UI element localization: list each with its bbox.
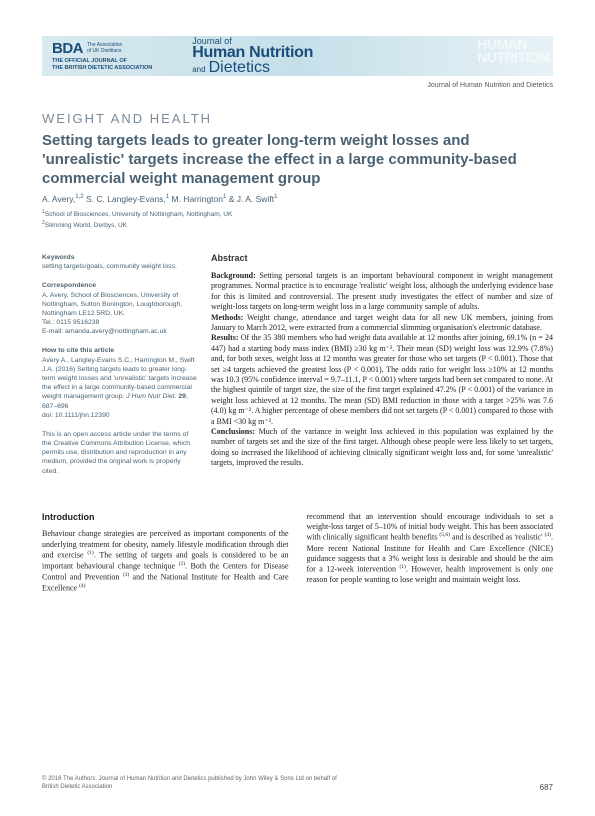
bda-subtitle: The Associationof UK Dietitians: [87, 43, 122, 54]
bda-block: BDA The Associationof UK Dietitians THE …: [52, 41, 152, 70]
keywords-head: Keywords: [42, 253, 197, 262]
cite: Avery A., Langley-Evans S.C., Harrington…: [42, 356, 197, 420]
open-access-note: This is an open access article under the…: [42, 430, 197, 476]
running-head: Journal of Human Nutrition and Dietetics: [42, 82, 553, 89]
intro-text-left: Behaviour change strategies are perceive…: [42, 529, 289, 594]
page-number: 687: [540, 783, 553, 792]
journal-title-graphic: Journal of Human Nutrition andDietetics: [192, 37, 313, 76]
abstract-block: Abstract Background: Setting personal ta…: [211, 253, 553, 486]
bda-tagline: THE OFFICIAL JOURNAL OFTHE BRITISH DIETE…: [52, 58, 152, 70]
copyright: © 2016 The Authors. Journal of Human Nut…: [42, 776, 337, 792]
banner-watermark: HUMANNUTRITION: [477, 38, 549, 63]
page-footer: © 2016 The Authors. Journal of Human Nut…: [42, 776, 553, 792]
authors: A. Avery,1,2 S. C. Langley-Evans,1 M. Ha…: [42, 194, 553, 204]
intro-col-left: Introduction Behaviour change strategies…: [42, 512, 289, 595]
section-label: WEIGHT AND HEALTH: [42, 111, 553, 126]
article-title: Setting targets leads to greater long-te…: [42, 132, 553, 188]
introduction-head: Introduction: [42, 512, 289, 524]
abstract-head: Abstract: [211, 253, 553, 263]
sidebar: Keywords setting targets/goals, communit…: [42, 253, 197, 486]
intro-col-right: recommend that an intervention should en…: [307, 512, 554, 595]
bda-logo: BDA: [52, 41, 83, 56]
intro-text-right: recommend that an intervention should en…: [307, 512, 554, 586]
abstract-body: Background: Setting personal targets is …: [211, 271, 553, 468]
cite-head: How to cite this article: [42, 346, 197, 355]
affiliations: 1School of Biosciences, University of No…: [42, 209, 553, 231]
journal-banner: BDA The Associationof UK Dietitians THE …: [42, 36, 553, 76]
correspondence-head: Correspondence: [42, 281, 197, 290]
correspondence: A. Avery, School of Biosciences, Univers…: [42, 291, 197, 337]
keywords: setting targets/goals, community weight …: [42, 262, 197, 271]
